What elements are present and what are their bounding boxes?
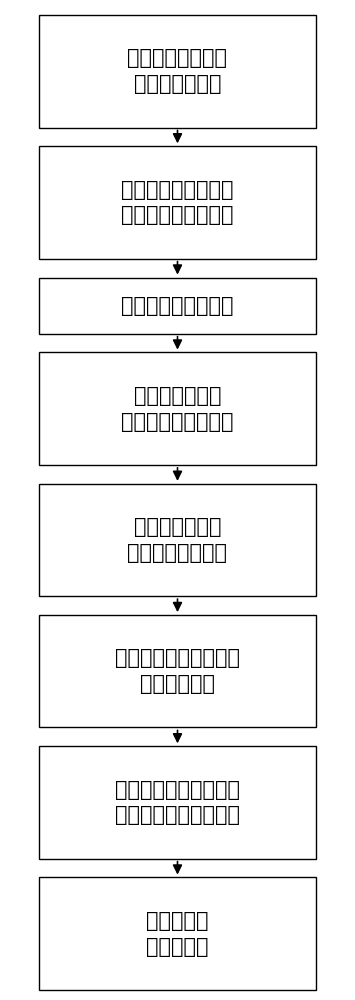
Bar: [39, 352, 316, 465]
Text: 输出日前优
化调度结果: 输出日前优 化调度结果: [146, 911, 209, 957]
Text: 以弃风较少和成本较低
构建目标函数: 以弃风较少和成本较低 构建目标函数: [115, 648, 240, 694]
Text: 查找弃风严重的时段: 查找弃风严重的时段: [121, 296, 234, 316]
Text: 使用新的日热负荷数据
进行日前优化调度计算: 使用新的日热负荷数据 进行日前优化调度计算: [115, 780, 240, 825]
Bar: [39, 484, 316, 596]
Text: 使用传统调度方法模
拟一次日前优化调度: 使用传统调度方法模 拟一次日前优化调度: [121, 180, 234, 225]
Bar: [39, 15, 316, 127]
Text: 输入基础参数以及
电、热负荷数据: 输入基础参数以及 电、热负荷数据: [127, 48, 228, 94]
Text: 利用热网热惯性
优化分配产热调整量: 利用热网热惯性 优化分配产热调整量: [121, 386, 234, 432]
Bar: [39, 877, 316, 990]
Bar: [39, 277, 316, 334]
Bar: [39, 615, 316, 727]
Bar: [39, 746, 316, 859]
Text: 根据产热调整量
更新日热负荷数据: 根据产热调整量 更新日热负荷数据: [127, 517, 228, 563]
Bar: [39, 146, 316, 259]
